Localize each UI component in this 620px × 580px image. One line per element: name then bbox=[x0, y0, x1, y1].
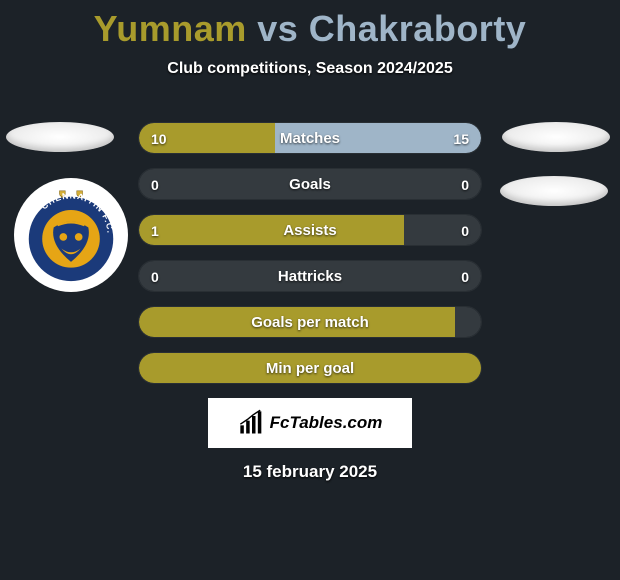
stat-row: Goals per match bbox=[138, 306, 482, 338]
title-vs: vs bbox=[247, 8, 309, 49]
page-title: Yumnam vs Chakraborty bbox=[0, 0, 620, 50]
stat-label: Assists bbox=[139, 215, 481, 246]
player1-avatar-placeholder bbox=[6, 122, 114, 152]
stat-row: Min per goal bbox=[138, 352, 482, 384]
player2-club-placeholder bbox=[500, 176, 608, 206]
stats-comparison: Matches1015Goals00Assists10Hattricks00Go… bbox=[138, 122, 482, 398]
stat-value-player2: 0 bbox=[449, 215, 481, 246]
stat-value-player2: 0 bbox=[449, 169, 481, 200]
stat-value-player2: 15 bbox=[441, 123, 481, 154]
title-player2: Chakraborty bbox=[309, 8, 527, 49]
stat-value-player2: 0 bbox=[449, 261, 481, 292]
chennaiyin-fc-crest-icon: CHENNAIYIN F.C. bbox=[23, 187, 119, 283]
stat-label: Min per goal bbox=[139, 353, 481, 384]
bar-chart-icon bbox=[238, 409, 266, 437]
stat-row: Assists1 0 bbox=[138, 214, 482, 246]
attribution-text: FcTables.com bbox=[270, 413, 383, 433]
stat-value-player1: 1 bbox=[139, 215, 171, 246]
date-label: 15 february 2025 bbox=[0, 462, 620, 482]
title-player1: Yumnam bbox=[94, 8, 247, 49]
subtitle: Club competitions, Season 2024/2025 bbox=[0, 60, 620, 78]
player2-avatar-placeholder bbox=[502, 122, 610, 152]
stat-label: Goals bbox=[139, 169, 481, 200]
stat-row: Hattricks0 0 bbox=[138, 260, 482, 292]
attribution-badge: FcTables.com bbox=[208, 398, 412, 448]
stat-value-player1: 0 bbox=[139, 169, 171, 200]
stat-value-player1: 10 bbox=[139, 123, 179, 154]
stat-label: Goals per match bbox=[139, 307, 481, 338]
stat-value-player1: 0 bbox=[139, 261, 171, 292]
stat-label: Matches bbox=[139, 123, 481, 154]
stat-row: Goals0 0 bbox=[138, 168, 482, 200]
stat-label: Hattricks bbox=[139, 261, 481, 292]
stat-row: Matches10 15 bbox=[138, 122, 482, 154]
player1-club-badge: CHENNAIYIN F.C. bbox=[14, 178, 128, 292]
